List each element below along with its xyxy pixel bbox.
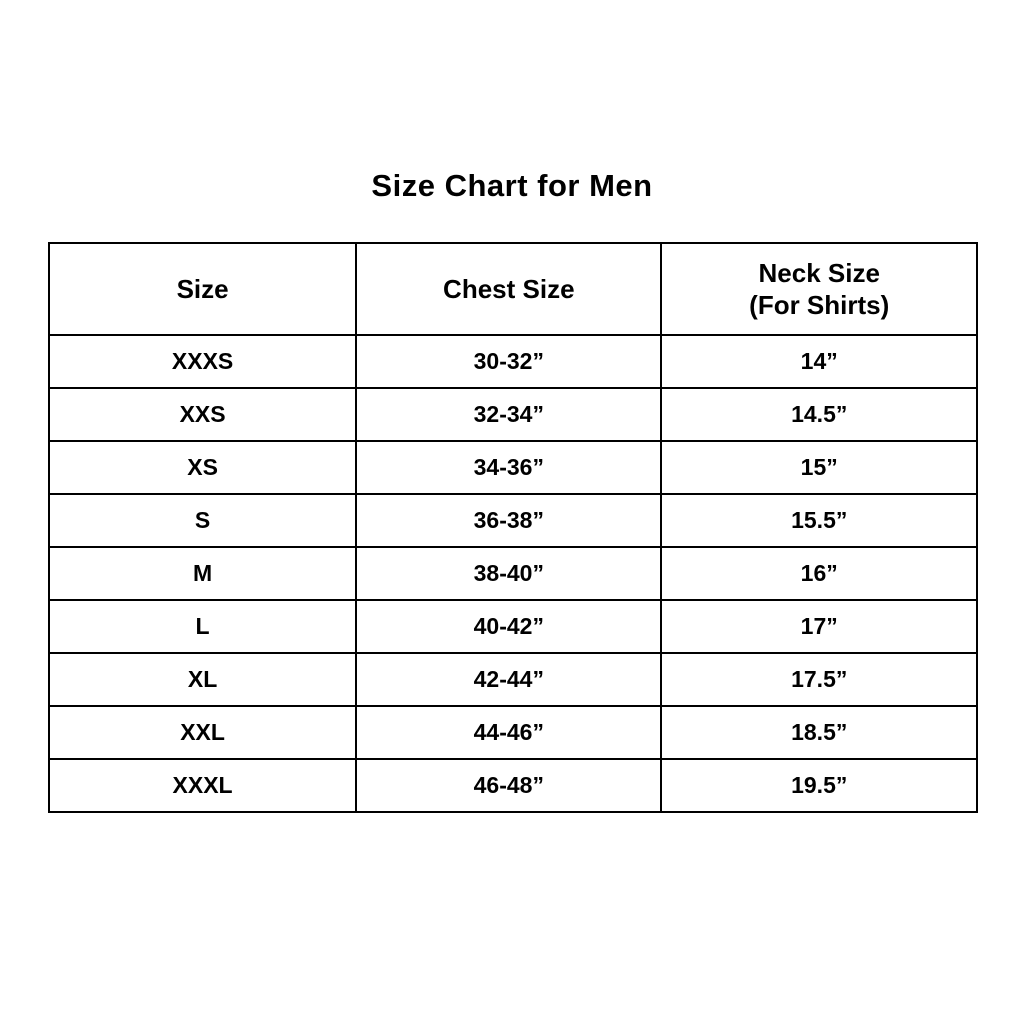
neck-size-cell: 17” (660, 599, 978, 654)
neck-size-cell: 18.5” (660, 705, 978, 760)
neck-size-cell: 14” (660, 334, 978, 389)
neck-size-cell: 15” (660, 440, 978, 495)
chest-size-cell: 44-46” (355, 705, 663, 760)
table-row: XXXS 30-32” 14” (47, 334, 978, 389)
table-row: M 38-40” 16” (47, 546, 978, 601)
neck-size-cell: 16” (660, 546, 978, 601)
table-row: L 40-42” 17” (47, 599, 978, 654)
table-row: XS 34-36” 15” (47, 440, 978, 495)
size-cell: M (47, 546, 358, 601)
size-cell: XS (47, 440, 358, 495)
size-cell: S (47, 493, 358, 548)
chest-size-cell: 46-48” (355, 758, 663, 813)
size-cell: XXXS (47, 334, 358, 389)
table-row: S 36-38” 15.5” (47, 493, 978, 548)
column-header-label: Size (176, 273, 229, 304)
column-header-label: Neck Size (758, 257, 880, 288)
column-header-subtext: (For Shirts) (749, 290, 890, 320)
size-cell: XL (47, 652, 358, 707)
chest-size-cell: 34-36” (355, 440, 663, 495)
table-row: XL 42-44” 17.5” (47, 652, 978, 707)
chest-size-cell: 42-44” (355, 652, 663, 707)
page-title: Size Chart for Men (371, 168, 653, 203)
column-header-neck-size: Neck Size (For Shirts) (660, 242, 978, 336)
table-row: XXXL 46-48” 19.5” (47, 758, 978, 813)
size-cell: XXL (47, 705, 358, 760)
neck-size-cell: 14.5” (660, 387, 978, 442)
neck-size-cell: 17.5” (660, 652, 978, 707)
chest-size-cell: 32-34” (355, 387, 663, 442)
chest-size-cell: 38-40” (355, 546, 663, 601)
neck-size-cell: 19.5” (660, 758, 978, 813)
column-header-label: Chest Size (443, 273, 575, 304)
chest-size-cell: 30-32” (355, 334, 663, 389)
size-cell: XXXL (47, 758, 358, 813)
size-cell: XXS (47, 387, 358, 442)
chest-size-cell: 40-42” (355, 599, 663, 654)
chest-size-cell: 36-38” (355, 493, 663, 548)
table-row: XXL 44-46” 18.5” (47, 705, 978, 760)
size-cell: L (47, 599, 358, 654)
neck-size-cell: 15.5” (660, 493, 978, 548)
table-header-row: Size Chest Size Neck Size (For Shirts) (47, 242, 978, 336)
column-header-chest-size: Chest Size (355, 242, 663, 336)
size-chart-table: Size Chest Size Neck Size (For Shirts) X… (47, 242, 978, 813)
column-header-size: Size (47, 242, 358, 336)
table-row: XXS 32-34” 14.5” (47, 387, 978, 442)
